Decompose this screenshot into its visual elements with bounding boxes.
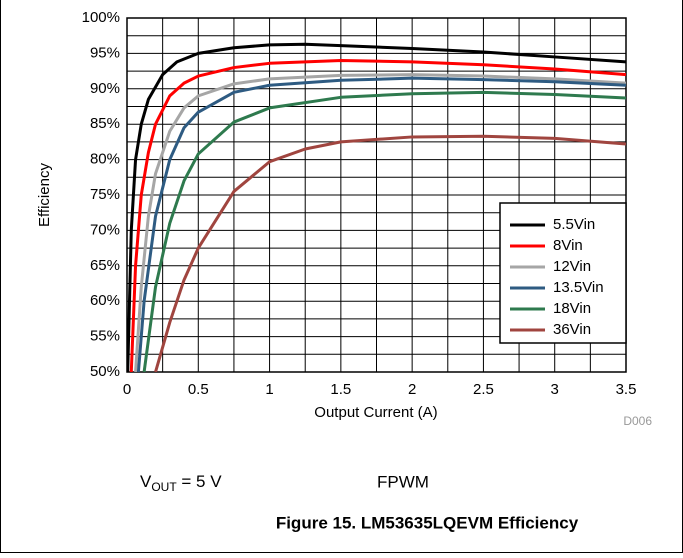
y-axis-label: Efficiency xyxy=(36,163,53,227)
series-line xyxy=(129,58,626,372)
series-line xyxy=(136,76,626,372)
plot-border xyxy=(126,17,627,373)
legend-label: 13.5Vin xyxy=(553,279,604,296)
x-tick-label: 1.5 xyxy=(330,381,351,398)
x-tick-label: 3.5 xyxy=(616,381,637,398)
series-line xyxy=(154,134,626,372)
series-line xyxy=(142,90,626,372)
legend-label: 18Vin xyxy=(553,300,591,317)
series-line xyxy=(127,42,626,372)
vout-main: V xyxy=(140,472,152,491)
x-tick-label: 2.5 xyxy=(473,381,494,398)
x-tick-label: 3 xyxy=(551,381,559,398)
y-tick-label: 55% xyxy=(90,328,120,345)
legend-label: 12Vin xyxy=(553,258,591,275)
y-tick-label: 60% xyxy=(90,292,120,309)
y-tick-label: 100% xyxy=(82,9,120,26)
legend-label: 5.5Vin xyxy=(553,216,595,233)
mode-note: FPWM xyxy=(377,472,429,491)
y-tick-label: 70% xyxy=(90,221,120,238)
vout-rest: = 5 V xyxy=(177,472,223,491)
y-tick-label: 95% xyxy=(90,44,120,61)
y-tick-label: 90% xyxy=(90,80,120,97)
legend-label: 36Vin xyxy=(553,321,591,338)
x-tick-label: 2 xyxy=(408,381,416,398)
y-tick-label: 80% xyxy=(90,151,120,168)
x-tick-label: 0 xyxy=(123,381,131,398)
y-tick-label: 65% xyxy=(90,257,120,274)
legend-label: 8Vin xyxy=(553,237,583,254)
figure-code: D006 xyxy=(623,414,652,428)
x-tick-label: 1 xyxy=(265,381,273,398)
caption: Figure 15. LM53635LQEVM Efficiency xyxy=(276,513,579,532)
y-tick-label: 85% xyxy=(90,115,120,132)
y-tick-label: 50% xyxy=(90,363,120,380)
vout-sub: OUT xyxy=(151,480,177,494)
series-line xyxy=(134,73,626,372)
y-tick-label: 75% xyxy=(90,186,120,203)
x-axis-label: Output Current (A) xyxy=(314,404,437,421)
x-tick-label: 0.5 xyxy=(188,381,209,398)
vout-note: VOUT = 5 V xyxy=(140,472,222,494)
